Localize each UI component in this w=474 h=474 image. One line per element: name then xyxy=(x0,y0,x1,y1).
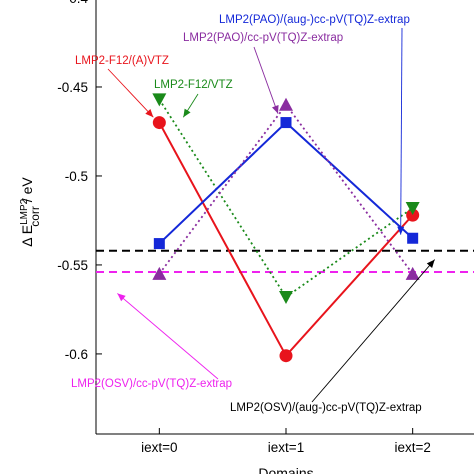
y-tick-label: -0.5 xyxy=(65,169,88,184)
x-axis-label: Domains xyxy=(258,465,313,474)
data-point xyxy=(406,208,420,222)
y-axis-label-sup: LMP2 xyxy=(19,198,30,225)
x-tick-label: iext=1 xyxy=(268,440,304,455)
annotation-osv-aug: LMP2(OSV)/(aug-)cc-pV(TQ)Z-extrap xyxy=(230,402,422,414)
series-line xyxy=(158,122,414,358)
annotation-arrows xyxy=(107,27,436,403)
annotation-f12-vtz: LMP2-F12/VTZ xyxy=(154,79,233,91)
data-point xyxy=(405,266,420,280)
plot-area: -0.4-0.45-0.5-0.55-0.6 iext=0iext=1iext=… xyxy=(57,0,474,455)
annotation-arrowhead xyxy=(117,293,126,302)
series-line xyxy=(158,98,414,299)
data-point xyxy=(279,290,293,304)
y-tick-label: -0.6 xyxy=(65,347,88,362)
annotation-arrowhead xyxy=(183,108,191,118)
series-triangle-down xyxy=(152,93,420,304)
y-axis-label-unit: / eV xyxy=(19,177,35,206)
annotation-arrowhead xyxy=(145,109,154,118)
annotation-arrow xyxy=(311,259,436,403)
annotation-osv: LMP2(OSV)/cc-pV(TQ)Z-extrap xyxy=(71,378,232,390)
x-tick-label: iext=0 xyxy=(141,440,177,455)
y-ticks: -0.4 -0.45 -0.5 -0.55 -0.6 xyxy=(57,0,102,362)
reference-lines xyxy=(96,249,474,274)
y-axis-label-main: Δ E xyxy=(19,225,35,247)
series-line xyxy=(158,103,414,275)
data-point xyxy=(152,266,167,280)
series-square xyxy=(153,117,419,250)
series-circle xyxy=(152,116,420,363)
annotation-arrow xyxy=(117,293,219,380)
data-point xyxy=(279,97,293,111)
annotation-arrow xyxy=(107,68,154,118)
data-point xyxy=(280,117,292,129)
annotation-arrowhead xyxy=(426,259,435,268)
data-point xyxy=(405,201,420,215)
y-axis-label-sub: corr xyxy=(28,206,42,227)
annotation-arrowhead xyxy=(271,104,279,114)
annotation-arrowhead xyxy=(397,226,405,235)
annotation-arrow xyxy=(400,27,403,235)
series-group xyxy=(152,93,420,363)
y-axis-label: Δ ELMP2corr / eV xyxy=(19,177,43,247)
data-point xyxy=(407,232,419,244)
x-tick-label: iext=2 xyxy=(394,440,430,455)
annotation-f12-avtz: LMP2-F12/(A)VTZ xyxy=(75,55,169,67)
series-line xyxy=(158,121,414,245)
series-triangle-up xyxy=(152,97,420,280)
y-tick-label: -0.4 xyxy=(65,0,89,6)
x-ticks: iext=0 iext=1 iext=2 xyxy=(141,428,431,455)
data-point xyxy=(279,349,293,363)
annotation-arrow xyxy=(253,46,279,114)
y-tick-label: -0.45 xyxy=(57,80,88,95)
data-point xyxy=(152,116,166,130)
y-tick-label: -0.55 xyxy=(57,258,88,273)
annotation-pao-aug: LMP2(PAO)/(aug-)cc-pV(TQ)Z-extrap xyxy=(219,14,410,26)
data-point xyxy=(153,238,165,250)
annotation-pao: LMP2(PAO)/cc-pV(TQ)Z-extrap xyxy=(183,32,343,44)
data-point xyxy=(152,93,167,107)
